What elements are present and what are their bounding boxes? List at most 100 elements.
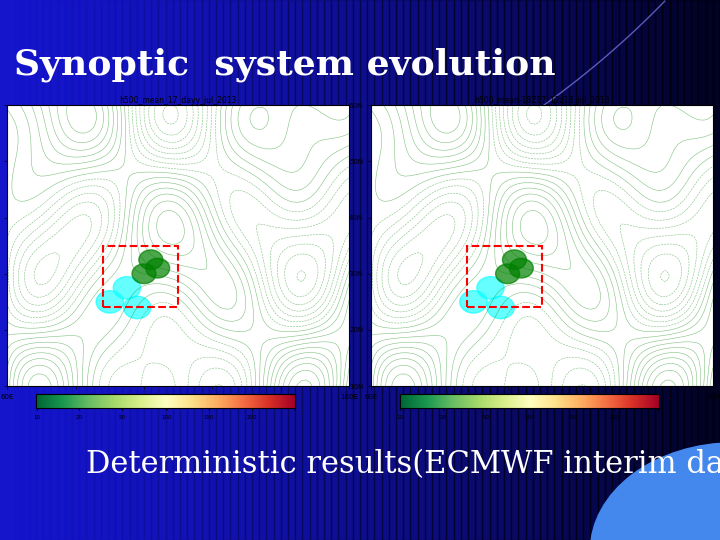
Bar <box>467 246 541 307</box>
Bar <box>180 0 187 540</box>
Bar <box>540 0 547 540</box>
Bar <box>619 0 626 540</box>
Bar <box>194 0 202 540</box>
Bar <box>374 0 382 540</box>
Bar <box>475 0 482 540</box>
Bar <box>346 0 353 540</box>
Circle shape <box>477 276 504 299</box>
Bar <box>526 0 533 540</box>
Bar <box>58 0 65 540</box>
Bar <box>50 0 58 540</box>
Bar <box>569 0 576 540</box>
Title: h500_mean_17_dayy_jul_2013: h500_mean_17_dayy_jul_2013 <box>120 96 237 105</box>
Bar <box>670 0 677 540</box>
Bar <box>22 0 29 540</box>
Bar <box>331 0 338 540</box>
Bar <box>648 0 655 540</box>
Circle shape <box>487 296 514 319</box>
Bar <box>353 0 360 540</box>
Bar <box>497 0 504 540</box>
Bar <box>166 0 173 540</box>
Bar <box>173 0 180 540</box>
Bar <box>410 0 418 540</box>
Circle shape <box>113 276 140 299</box>
Bar <box>655 0 662 540</box>
Circle shape <box>590 443 720 540</box>
Bar <box>713 0 720 540</box>
Bar <box>382 0 389 540</box>
Circle shape <box>495 264 520 284</box>
Circle shape <box>503 250 526 269</box>
Bar <box>698 0 706 540</box>
Bar <box>216 0 223 540</box>
Bar <box>252 0 259 540</box>
Bar <box>72 0 79 540</box>
Text: Deterministic results(ECMWF interim data): Deterministic results(ECMWF interim data… <box>86 449 720 480</box>
Bar <box>187 0 194 540</box>
Bar <box>115 0 122 540</box>
Bar <box>418 0 425 540</box>
Bar <box>0 0 7 540</box>
Bar <box>288 0 295 540</box>
Text: Synoptic  system evolution: Synoptic system evolution <box>14 48 556 82</box>
Bar <box>504 0 511 540</box>
Bar <box>266 0 274 540</box>
Bar <box>367 0 374 540</box>
Bar <box>576 0 583 540</box>
Bar <box>662 0 670 540</box>
Bar <box>634 0 641 540</box>
Bar <box>79 0 86 540</box>
Bar <box>310 0 317 540</box>
Bar <box>202 0 209 540</box>
Bar <box>461 0 468 540</box>
Bar <box>158 0 166 540</box>
Bar <box>209 0 216 540</box>
Bar <box>626 0 634 540</box>
Bar <box>684 0 691 540</box>
Bar <box>144 0 151 540</box>
Bar <box>103 246 179 307</box>
Bar <box>612 0 619 540</box>
Bar <box>562 0 569 540</box>
Bar <box>511 0 518 540</box>
Bar <box>533 0 540 540</box>
Bar <box>43 0 50 540</box>
Bar <box>396 0 403 540</box>
Bar <box>590 0 598 540</box>
Bar <box>245 0 252 540</box>
Bar <box>238 0 245 540</box>
Bar <box>122 0 130 540</box>
Bar <box>641 0 648 540</box>
Circle shape <box>96 291 124 313</box>
Bar <box>360 0 367 540</box>
Bar <box>36 0 43 540</box>
Bar <box>29 0 36 540</box>
Bar <box>274 0 281 540</box>
Bar <box>324 0 331 540</box>
Circle shape <box>145 258 170 278</box>
Bar <box>259 0 266 540</box>
Bar <box>598 0 605 540</box>
Bar <box>338 0 346 540</box>
Bar <box>86 0 94 540</box>
Bar <box>14 0 22 540</box>
Circle shape <box>124 296 151 319</box>
Bar <box>281 0 288 540</box>
Bar <box>302 0 310 540</box>
Bar <box>230 0 238 540</box>
Bar <box>94 0 101 540</box>
Bar <box>518 0 526 540</box>
Bar <box>605 0 612 540</box>
Bar <box>389 0 396 540</box>
Bar <box>482 0 490 540</box>
Bar <box>547 0 554 540</box>
Bar <box>101 0 108 540</box>
Bar <box>7 0 14 540</box>
Bar <box>317 0 324 540</box>
Bar <box>130 0 137 540</box>
Bar <box>137 0 144 540</box>
Bar <box>468 0 475 540</box>
Bar <box>151 0 158 540</box>
Bar <box>691 0 698 540</box>
Circle shape <box>139 250 163 269</box>
